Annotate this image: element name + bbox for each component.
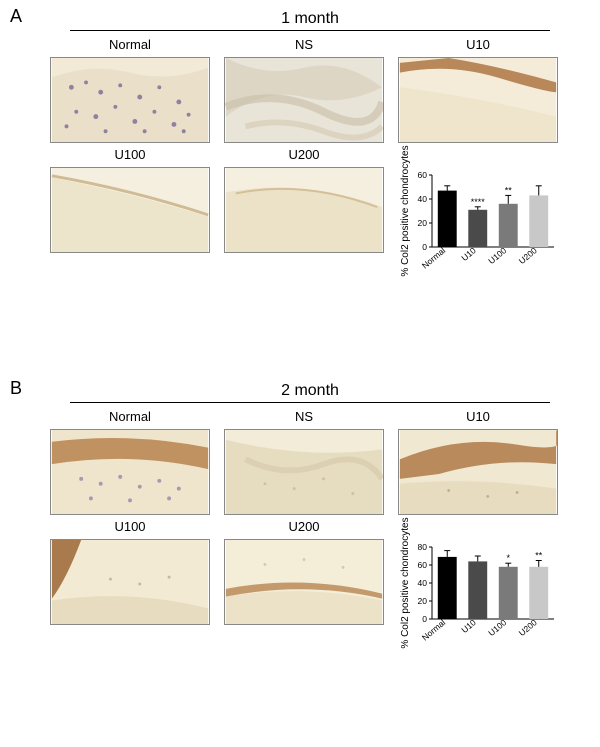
svg-text:**: ** [535, 551, 543, 561]
svg-text:U100: U100 [486, 617, 508, 638]
micrograph-a-normal [50, 57, 210, 143]
panel-letter-b: B [10, 378, 22, 399]
micrograph-b-u100 [50, 539, 210, 625]
svg-text:20: 20 [418, 596, 428, 606]
img-label-ns-a: NS [224, 37, 384, 53]
svg-text:% Col2 positive chondrocytes: % Col2 positive chondrocytes [400, 145, 411, 276]
panel-b-grid: Normal NS U10 [50, 409, 570, 649]
panel-b-section: 2 month Normal NS U10 [50, 382, 570, 649]
img-label-u100-a: U100 [50, 147, 210, 163]
panel-letter-a: A [10, 6, 22, 27]
svg-text:U10: U10 [459, 245, 478, 263]
svg-text:60: 60 [418, 170, 428, 180]
svg-text:****: **** [471, 197, 486, 207]
img-label-u10-a: U10 [398, 37, 558, 53]
img-label-ns-b: NS [224, 409, 384, 425]
micrograph-b-u200 [224, 539, 384, 625]
panel-a-timepoint: 1 month [70, 10, 550, 31]
svg-text:40: 40 [418, 194, 428, 204]
panel-a-grid: Normal NS U10 [50, 37, 570, 277]
img-label-normal-a: Normal [50, 37, 210, 53]
micrograph-b-normal [50, 429, 210, 515]
svg-text:U10: U10 [459, 617, 478, 635]
svg-text:20: 20 [418, 218, 428, 228]
img-label-u10-b: U10 [398, 409, 558, 425]
svg-text:40: 40 [418, 578, 428, 588]
chart-b: 020406080NormalU10*U100**U200% Col2 posi… [398, 539, 558, 649]
svg-text:% Col2 positive chondrocytes: % Col2 positive chondrocytes [400, 517, 411, 648]
svg-text:**: ** [505, 185, 513, 195]
micrograph-a-u100 [50, 167, 210, 253]
svg-text:60: 60 [418, 560, 428, 570]
img-label-u200-a: U200 [224, 147, 384, 163]
micrograph-b-u10 [398, 429, 558, 515]
micrograph-a-u10 [398, 57, 558, 143]
svg-text:*: * [506, 553, 510, 563]
svg-text:80: 80 [418, 542, 428, 552]
svg-text:0: 0 [422, 242, 427, 252]
svg-text:U200: U200 [517, 245, 539, 266]
svg-text:0: 0 [422, 614, 427, 624]
img-label-u200-b: U200 [224, 519, 384, 535]
chart-a: 0204060Normal****U10**U100U200% Col2 pos… [398, 167, 558, 277]
svg-text:U200: U200 [517, 617, 539, 638]
img-label-u100-b: U100 [50, 519, 210, 535]
svg-text:U100: U100 [486, 245, 508, 266]
micrograph-a-u200 [224, 167, 384, 253]
micrograph-a-ns [224, 57, 384, 143]
panel-b-timepoint: 2 month [70, 382, 550, 403]
panel-a-section: 1 month Normal NS U10 [50, 10, 570, 277]
img-label-normal-b: Normal [50, 409, 210, 425]
micrograph-b-ns [224, 429, 384, 515]
